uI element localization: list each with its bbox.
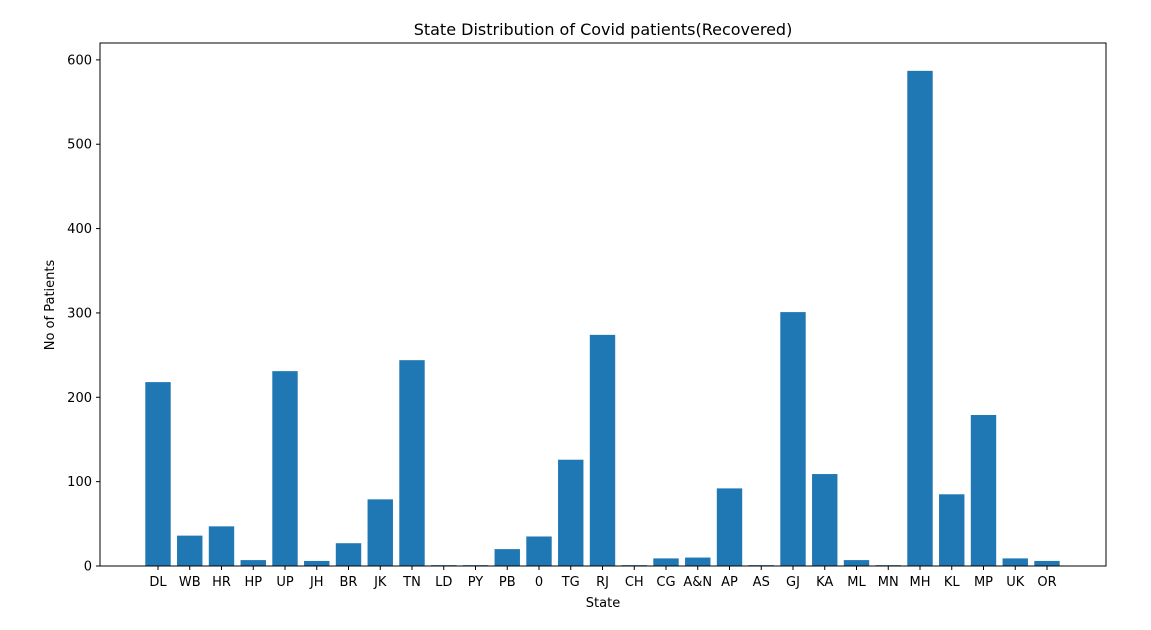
- x-tick-label: GJ: [786, 575, 800, 590]
- bar-JH: [304, 560, 330, 566]
- bar-AP: [716, 488, 743, 566]
- x-axis-title: State: [586, 596, 620, 611]
- x-tick-label: TG: [561, 575, 580, 590]
- x-tick-label: CH: [625, 575, 644, 590]
- bars-group: [145, 70, 1060, 566]
- bar-KL: [939, 494, 965, 566]
- bar-HP: [240, 560, 266, 566]
- x-tick-label: JK: [373, 575, 387, 590]
- y-tick-label: 400: [67, 222, 92, 237]
- chart-title: State Distribution of Covid patients(Rec…: [414, 20, 793, 39]
- bar-PB: [494, 549, 520, 566]
- y-axis-title: No of Patients: [43, 260, 58, 351]
- x-tick-label: PY: [468, 575, 484, 590]
- x-tick-label: HP: [244, 575, 262, 590]
- bar-JK: [367, 499, 393, 566]
- y-tick-label: 300: [67, 306, 92, 321]
- y-axis: 0 100 200 300 400 500 600: [67, 53, 100, 575]
- x-tick-label: DL: [149, 575, 167, 590]
- x-tick-label: KL: [944, 575, 961, 590]
- y-tick-label: 0: [84, 560, 92, 575]
- x-tick-label: BR: [340, 575, 358, 590]
- x-tick-label: MH: [910, 575, 931, 590]
- x-tick-label: RJ: [596, 575, 609, 590]
- bar-A&N: [685, 557, 711, 566]
- x-tick-label: MN: [878, 575, 899, 590]
- bar-MH: [907, 70, 933, 566]
- x-tick-label: JH: [309, 575, 324, 590]
- x-tick-label: UP: [276, 575, 294, 590]
- bar-MP: [970, 415, 997, 566]
- bar-OR: [1034, 560, 1060, 566]
- bar-HR: [208, 526, 235, 566]
- bar-0: [526, 536, 552, 566]
- bar-CG: [653, 558, 679, 566]
- bar-UK: [1002, 558, 1028, 566]
- x-tick-label: PB: [499, 575, 516, 590]
- bar-BR: [335, 543, 362, 566]
- x-tick-label: UK: [1006, 575, 1025, 590]
- x-axis: DL WB HR HP UP JH BR JK TN LD PY PB 0 TG RJ CH CG A&N AP AS…: [149, 566, 1057, 590]
- x-tick-label: KA: [816, 575, 833, 590]
- x-tick-label: AS: [753, 575, 770, 590]
- x-tick-label: TN: [402, 575, 421, 590]
- x-tick-label: 0: [535, 575, 543, 590]
- y-tick-label: 100: [67, 475, 92, 490]
- x-tick-label: LD: [435, 575, 452, 590]
- x-tick-label: CG: [656, 575, 675, 590]
- bar-DL: [145, 382, 171, 566]
- bar-KA: [812, 474, 838, 566]
- y-tick-label: 600: [67, 53, 92, 68]
- y-tick-label: 200: [67, 391, 92, 406]
- x-tick-label: WB: [179, 575, 201, 590]
- x-tick-label: A&N: [683, 575, 712, 590]
- x-tick-label: ML: [847, 575, 866, 590]
- bar-TG: [558, 459, 584, 566]
- y-tick-label: 500: [67, 138, 92, 153]
- bar-TN: [399, 360, 425, 566]
- bar-UP: [272, 371, 298, 566]
- bar-ML: [843, 560, 870, 566]
- x-tick-label: HR: [212, 575, 231, 590]
- bar-GJ: [780, 312, 806, 566]
- bar-RJ: [589, 334, 616, 566]
- x-tick-label: AP: [721, 575, 738, 590]
- x-tick-label: OR: [1037, 575, 1056, 590]
- x-tick-label: MP: [974, 575, 993, 590]
- bar-WB: [177, 535, 203, 566]
